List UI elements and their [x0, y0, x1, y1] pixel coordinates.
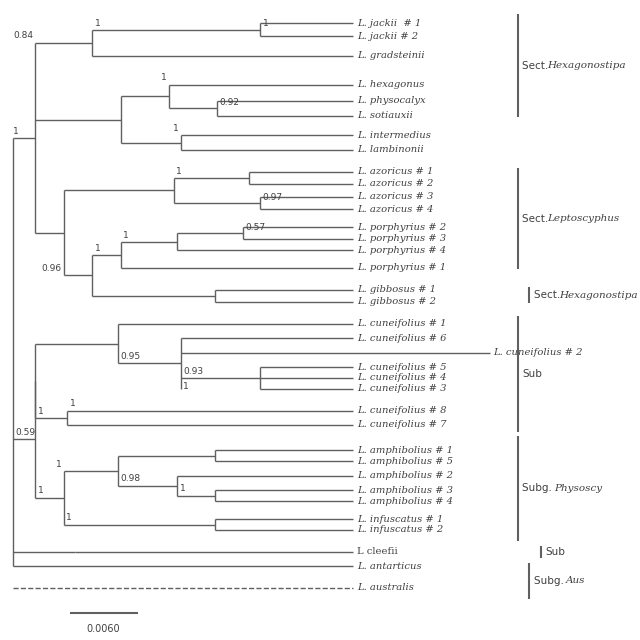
Text: Hexagonostipa: Hexagonostipa	[559, 291, 637, 300]
Text: 1: 1	[95, 244, 100, 253]
Text: L. antarticus: L. antarticus	[356, 562, 421, 571]
Text: L. cuneifolius # 8: L. cuneifolius # 8	[356, 406, 446, 415]
Text: 1: 1	[38, 486, 44, 495]
Text: L. sotiauxii: L. sotiauxii	[356, 111, 413, 120]
Text: Aus: Aus	[566, 576, 585, 585]
Text: L. lambinonii: L. lambinonii	[356, 145, 424, 154]
Text: Sect.: Sect.	[522, 61, 552, 71]
Text: L. cuneifolius # 2: L. cuneifolius # 2	[493, 348, 582, 357]
Text: 0.98: 0.98	[120, 474, 141, 483]
Text: L. infuscatus # 2: L. infuscatus # 2	[356, 525, 443, 534]
Text: 0.57: 0.57	[246, 223, 266, 232]
Text: 1: 1	[56, 460, 61, 468]
Text: L cleefii: L cleefii	[356, 547, 397, 556]
Text: L. gibbosus # 1: L. gibbosus # 1	[356, 285, 436, 294]
Text: Sect.: Sect.	[522, 214, 552, 223]
Text: 0.84: 0.84	[13, 31, 33, 40]
Text: L. gradsteinii: L. gradsteinii	[356, 51, 424, 60]
Text: Subg.: Subg.	[522, 483, 556, 493]
Text: L. gibbosus # 2: L. gibbosus # 2	[356, 298, 436, 307]
Text: L. physocalyx: L. physocalyx	[356, 96, 426, 105]
Text: Sect.: Sect.	[534, 291, 563, 300]
Text: 0.95: 0.95	[120, 352, 141, 361]
Text: L. hexagonus: L. hexagonus	[356, 80, 424, 89]
Text: L. cuneifolius # 3: L. cuneifolius # 3	[356, 384, 446, 394]
Text: L. amphibolius # 5: L. amphibolius # 5	[356, 457, 452, 466]
Text: 0.97: 0.97	[262, 193, 283, 202]
Text: 1: 1	[38, 406, 44, 415]
Text: 0.96: 0.96	[42, 264, 61, 273]
Text: L. porphyrius # 2: L. porphyrius # 2	[356, 223, 446, 232]
Text: 1: 1	[13, 127, 19, 136]
Text: Leptoscyphus: Leptoscyphus	[547, 214, 620, 223]
Text: L. porphyrius # 4: L. porphyrius # 4	[356, 246, 446, 255]
Text: L. cuneifolius # 5: L. cuneifolius # 5	[356, 363, 446, 372]
Text: L. cuneifolius # 4: L. cuneifolius # 4	[356, 373, 446, 383]
Text: 0.59: 0.59	[15, 428, 35, 437]
Text: 1: 1	[183, 382, 189, 391]
Text: 1: 1	[176, 167, 182, 176]
Text: L. cuneifolius # 7: L. cuneifolius # 7	[356, 420, 446, 429]
Text: L. intermedius: L. intermedius	[356, 131, 431, 140]
Text: 1: 1	[123, 230, 129, 239]
Text: 0.93: 0.93	[183, 367, 203, 376]
Text: 1: 1	[70, 399, 76, 408]
Text: L. amphibolius # 3: L. amphibolius # 3	[356, 486, 452, 495]
Text: L. jackii  # 1: L. jackii # 1	[356, 19, 421, 28]
Text: Sub: Sub	[545, 547, 565, 557]
Text: L. amphibolius # 4: L. amphibolius # 4	[356, 497, 452, 506]
Text: L. azoricus # 3: L. azoricus # 3	[356, 193, 433, 202]
Text: L. azoricus # 2: L. azoricus # 2	[356, 179, 433, 188]
Text: L. porphyrius # 1: L. porphyrius # 1	[356, 264, 446, 273]
Text: Physoscy: Physoscy	[554, 484, 602, 493]
Text: L. azoricus # 1: L. azoricus # 1	[356, 167, 433, 176]
Text: 1: 1	[262, 19, 268, 28]
Text: 1: 1	[66, 513, 72, 522]
Text: Subg.: Subg.	[534, 576, 567, 586]
Text: Hexagonostipa: Hexagonostipa	[547, 61, 626, 70]
Text: 1: 1	[161, 74, 167, 83]
Text: L. cuneifolius # 1: L. cuneifolius # 1	[356, 319, 446, 328]
Text: 0.0060: 0.0060	[87, 624, 120, 634]
Text: L. infuscatus # 1: L. infuscatus # 1	[356, 515, 443, 524]
Text: 1: 1	[180, 484, 186, 493]
Text: L. jackii # 2: L. jackii # 2	[356, 31, 418, 41]
Text: L. cuneifolius # 6: L. cuneifolius # 6	[356, 333, 446, 342]
Text: L. amphibolius # 1: L. amphibolius # 1	[356, 446, 452, 455]
Text: L. porphyrius # 3: L. porphyrius # 3	[356, 234, 446, 243]
Text: 0.92: 0.92	[220, 98, 239, 107]
Text: Sub: Sub	[522, 369, 542, 380]
Text: 1: 1	[173, 124, 179, 133]
Text: L. azoricus # 4: L. azoricus # 4	[356, 205, 433, 214]
Text: L. amphibolius # 2: L. amphibolius # 2	[356, 471, 452, 480]
Text: 1: 1	[95, 19, 100, 28]
Text: L. australis: L. australis	[356, 584, 413, 593]
